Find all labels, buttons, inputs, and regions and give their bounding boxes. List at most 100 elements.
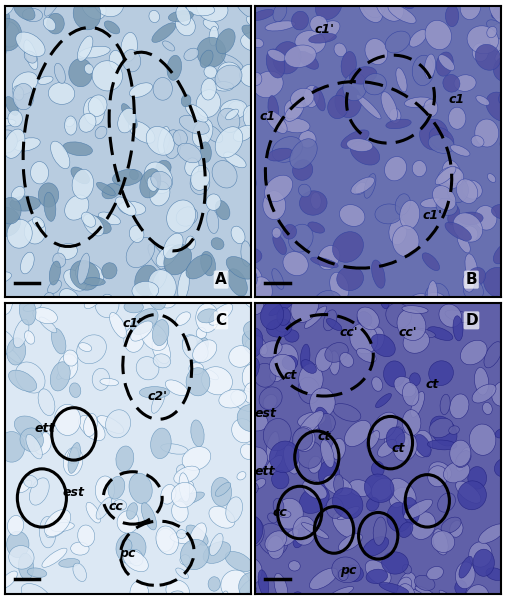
Ellipse shape: [383, 361, 405, 387]
Ellipse shape: [371, 478, 393, 500]
Ellipse shape: [203, 19, 218, 31]
Ellipse shape: [186, 2, 214, 16]
Ellipse shape: [65, 195, 89, 220]
Ellipse shape: [424, 20, 450, 50]
Ellipse shape: [427, 440, 456, 450]
Ellipse shape: [385, 119, 411, 129]
Ellipse shape: [388, 218, 406, 245]
Text: ct: ct: [283, 369, 296, 382]
Ellipse shape: [183, 48, 198, 61]
Ellipse shape: [266, 49, 284, 78]
Ellipse shape: [252, 595, 279, 600]
Ellipse shape: [290, 88, 313, 108]
Ellipse shape: [98, 212, 120, 225]
Ellipse shape: [424, 54, 435, 79]
Ellipse shape: [427, 135, 453, 154]
Ellipse shape: [110, 593, 119, 600]
Ellipse shape: [338, 534, 362, 551]
Ellipse shape: [385, 303, 411, 328]
Ellipse shape: [303, 85, 319, 107]
Ellipse shape: [180, 555, 190, 565]
Ellipse shape: [466, 593, 487, 600]
Ellipse shape: [58, 354, 78, 380]
Ellipse shape: [63, 350, 78, 366]
Ellipse shape: [249, 10, 274, 20]
Ellipse shape: [217, 62, 241, 87]
Ellipse shape: [8, 515, 24, 536]
Ellipse shape: [266, 431, 279, 461]
Ellipse shape: [50, 141, 70, 169]
Ellipse shape: [435, 52, 452, 76]
Ellipse shape: [437, 167, 463, 189]
Ellipse shape: [23, 289, 53, 304]
Ellipse shape: [245, 328, 263, 357]
Ellipse shape: [186, 368, 210, 396]
Ellipse shape: [474, 367, 488, 395]
Ellipse shape: [231, 419, 254, 443]
Ellipse shape: [485, 92, 505, 121]
Ellipse shape: [399, 200, 419, 229]
Ellipse shape: [68, 443, 80, 473]
Ellipse shape: [14, 138, 40, 151]
Ellipse shape: [107, 593, 131, 600]
Ellipse shape: [43, 17, 56, 31]
Ellipse shape: [437, 493, 454, 512]
Ellipse shape: [254, 479, 265, 488]
Ellipse shape: [430, 531, 454, 553]
Ellipse shape: [444, 5, 458, 26]
Ellipse shape: [329, 351, 339, 375]
Ellipse shape: [112, 169, 142, 186]
Ellipse shape: [69, 58, 92, 87]
Ellipse shape: [298, 364, 323, 395]
Ellipse shape: [209, 26, 218, 46]
Ellipse shape: [486, 173, 495, 182]
Ellipse shape: [478, 524, 504, 544]
Ellipse shape: [263, 191, 285, 220]
Ellipse shape: [190, 166, 209, 190]
Ellipse shape: [156, 529, 174, 551]
Ellipse shape: [398, 522, 412, 538]
Ellipse shape: [333, 43, 345, 57]
Ellipse shape: [92, 368, 110, 391]
Ellipse shape: [95, 476, 114, 504]
Ellipse shape: [34, 432, 52, 455]
Ellipse shape: [458, 556, 472, 578]
Ellipse shape: [242, 447, 267, 472]
Ellipse shape: [338, 569, 347, 580]
Ellipse shape: [78, 253, 89, 284]
Ellipse shape: [180, 539, 209, 569]
Ellipse shape: [339, 353, 353, 367]
Ellipse shape: [284, 103, 303, 121]
Ellipse shape: [401, 497, 419, 524]
Ellipse shape: [307, 222, 324, 233]
Ellipse shape: [197, 309, 218, 323]
Ellipse shape: [301, 523, 328, 539]
Ellipse shape: [82, 0, 106, 19]
Ellipse shape: [323, 310, 336, 331]
Text: c1: c1: [259, 110, 275, 123]
Ellipse shape: [452, 213, 482, 242]
Ellipse shape: [59, 559, 79, 567]
Ellipse shape: [298, 52, 318, 69]
Ellipse shape: [300, 344, 310, 370]
Ellipse shape: [26, 434, 42, 459]
Text: c1': c1': [421, 209, 441, 222]
Ellipse shape: [12, 72, 38, 95]
Ellipse shape: [503, 254, 505, 272]
Ellipse shape: [225, 497, 242, 523]
Ellipse shape: [175, 14, 195, 36]
Ellipse shape: [446, 178, 468, 203]
Ellipse shape: [27, 568, 46, 577]
Ellipse shape: [239, 578, 257, 595]
Ellipse shape: [176, 465, 184, 473]
Ellipse shape: [280, 118, 310, 133]
Ellipse shape: [454, 481, 480, 503]
Ellipse shape: [403, 97, 431, 107]
Ellipse shape: [381, 552, 408, 574]
Ellipse shape: [379, 289, 389, 309]
Ellipse shape: [196, 0, 227, 22]
Ellipse shape: [236, 472, 245, 480]
Ellipse shape: [128, 121, 155, 143]
Ellipse shape: [308, 456, 321, 473]
Ellipse shape: [260, 301, 283, 329]
